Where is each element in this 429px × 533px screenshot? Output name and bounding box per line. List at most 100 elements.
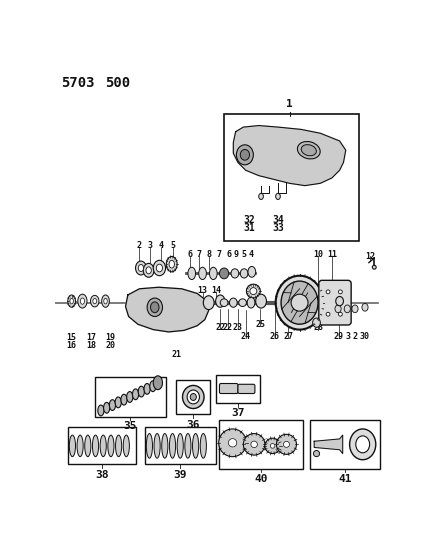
Ellipse shape — [104, 298, 107, 304]
Text: 6: 6 — [188, 251, 193, 259]
Ellipse shape — [138, 264, 144, 271]
Text: 3: 3 — [148, 241, 153, 250]
Ellipse shape — [220, 268, 229, 279]
Ellipse shape — [103, 402, 110, 413]
Ellipse shape — [100, 435, 106, 457]
Ellipse shape — [248, 266, 256, 277]
Ellipse shape — [133, 389, 139, 400]
Ellipse shape — [177, 433, 183, 458]
Ellipse shape — [166, 256, 177, 272]
Text: 37: 37 — [231, 408, 245, 418]
Ellipse shape — [190, 393, 196, 400]
Ellipse shape — [193, 433, 199, 458]
Bar — [95, 377, 166, 417]
Text: 8: 8 — [206, 251, 211, 259]
Text: 35: 35 — [124, 421, 137, 431]
Text: 4: 4 — [248, 251, 254, 259]
Ellipse shape — [146, 433, 152, 458]
Ellipse shape — [344, 305, 350, 313]
Ellipse shape — [80, 298, 85, 304]
Ellipse shape — [291, 294, 308, 311]
Text: 9: 9 — [234, 251, 239, 259]
Text: 11: 11 — [327, 251, 337, 259]
Ellipse shape — [250, 288, 257, 295]
Ellipse shape — [246, 284, 260, 298]
Text: 27: 27 — [283, 332, 293, 341]
Ellipse shape — [78, 294, 87, 308]
Ellipse shape — [200, 433, 206, 458]
Text: 25: 25 — [255, 320, 265, 329]
Ellipse shape — [256, 294, 266, 308]
Ellipse shape — [144, 384, 150, 394]
Ellipse shape — [93, 298, 97, 304]
Ellipse shape — [216, 295, 225, 308]
Ellipse shape — [138, 386, 145, 397]
Ellipse shape — [121, 394, 127, 405]
Text: 28: 28 — [313, 324, 323, 333]
Text: 22: 22 — [223, 322, 233, 332]
Ellipse shape — [276, 276, 323, 329]
Ellipse shape — [188, 267, 196, 280]
Ellipse shape — [240, 149, 250, 160]
Ellipse shape — [187, 390, 199, 404]
Ellipse shape — [147, 298, 163, 317]
Ellipse shape — [185, 433, 191, 458]
Text: 24: 24 — [241, 332, 251, 341]
Text: 40: 40 — [254, 474, 268, 483]
Ellipse shape — [297, 141, 320, 159]
Ellipse shape — [350, 429, 376, 460]
Ellipse shape — [169, 433, 175, 458]
Ellipse shape — [153, 260, 166, 276]
Bar — [145, 427, 216, 464]
Ellipse shape — [136, 261, 146, 275]
Bar — [176, 379, 210, 414]
Ellipse shape — [77, 435, 83, 457]
Ellipse shape — [251, 441, 257, 448]
Text: 23: 23 — [233, 322, 243, 332]
Text: 15: 15 — [66, 334, 77, 343]
Text: 5703: 5703 — [61, 76, 94, 90]
Ellipse shape — [153, 376, 163, 390]
Text: 34: 34 — [272, 215, 284, 225]
Text: 31: 31 — [244, 223, 255, 233]
Ellipse shape — [169, 260, 175, 268]
Text: 5: 5 — [242, 251, 247, 259]
Text: 41: 41 — [338, 474, 352, 483]
Text: 33: 33 — [272, 223, 284, 233]
Text: 500: 500 — [105, 76, 130, 90]
Text: 30: 30 — [360, 332, 370, 341]
Ellipse shape — [240, 269, 248, 278]
Ellipse shape — [335, 305, 341, 313]
Ellipse shape — [230, 298, 237, 308]
Ellipse shape — [362, 303, 368, 311]
Ellipse shape — [182, 385, 204, 408]
Text: 5: 5 — [170, 241, 175, 250]
Ellipse shape — [243, 433, 265, 455]
Ellipse shape — [151, 302, 159, 313]
Bar — [219, 419, 303, 469]
Ellipse shape — [154, 433, 160, 458]
Ellipse shape — [281, 281, 318, 324]
Ellipse shape — [372, 265, 376, 269]
Text: 4: 4 — [158, 241, 163, 250]
Bar — [224, 114, 359, 241]
Ellipse shape — [68, 295, 76, 308]
Ellipse shape — [284, 441, 290, 447]
Text: 3: 3 — [346, 332, 350, 341]
Ellipse shape — [270, 443, 275, 448]
Ellipse shape — [127, 392, 133, 402]
Text: 7: 7 — [197, 251, 202, 259]
Ellipse shape — [199, 267, 206, 280]
Text: 16: 16 — [66, 341, 77, 350]
Ellipse shape — [326, 312, 330, 316]
Bar — [310, 419, 380, 469]
FancyBboxPatch shape — [319, 280, 351, 325]
Ellipse shape — [326, 290, 330, 294]
Text: 39: 39 — [173, 470, 187, 480]
Text: 38: 38 — [95, 470, 109, 480]
Text: 6: 6 — [226, 251, 231, 259]
Ellipse shape — [338, 290, 342, 294]
Ellipse shape — [209, 267, 217, 280]
Ellipse shape — [203, 296, 214, 310]
Ellipse shape — [356, 436, 370, 453]
